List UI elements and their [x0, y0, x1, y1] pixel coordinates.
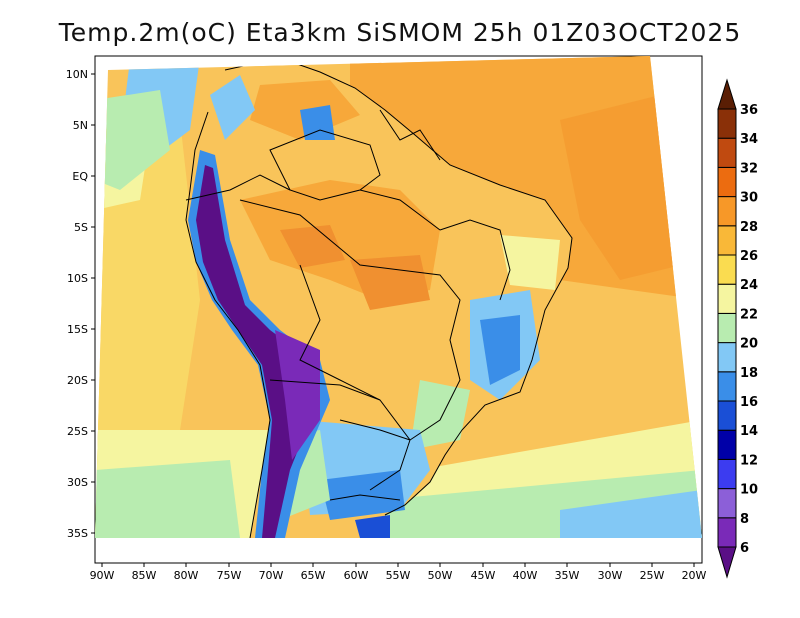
lat-tick-label: 5S: [74, 221, 88, 234]
colorbar-label: 18: [740, 366, 758, 381]
colorbar-segment: [717, 371, 737, 402]
lon-tick-label: 35W: [555, 569, 580, 582]
colorbar-segment: [717, 488, 737, 519]
latitude-axis: 10N 5N EQ 5S 10S 15S 20S 25S 30S 35S: [66, 68, 95, 540]
colorbar-segment: [717, 166, 737, 198]
lon-tick-label: 65W: [301, 569, 326, 582]
lat-tick-label: 10N: [66, 68, 88, 81]
colorbar: 6 8 10 12 14 16 18 20 22 24 26 28 30 32 34 36: [717, 78, 758, 579]
colorbar-label: 22: [740, 307, 758, 322]
colorbar-label: 6: [740, 541, 749, 556]
colorbar-top-arrow: [717, 78, 737, 110]
lon-tick-label: 90W: [90, 569, 115, 582]
colorbar-segment: [717, 312, 737, 344]
colorbar-label: 12: [740, 453, 758, 468]
colorbar-label: 20: [740, 337, 758, 352]
colorbar-segment: [717, 429, 737, 460]
lon-tick-label: 25W: [640, 569, 665, 582]
temperature-field: [95, 56, 702, 538]
colorbar-segment: [717, 400, 737, 431]
colorbar-label: 10: [740, 483, 758, 498]
lat-tick-label: 5N: [73, 119, 88, 132]
lon-tick-label: 70W: [259, 569, 284, 582]
colorbar-segment: [717, 225, 737, 256]
lat-tick-label: 15S: [67, 323, 88, 336]
colorbar-segment: [717, 517, 737, 548]
colorbar-bottom-arrow: [717, 546, 737, 579]
colorbar-segment: [717, 137, 737, 168]
lon-tick-label: 85W: [132, 569, 157, 582]
lat-tick-label: 10S: [67, 272, 88, 285]
colorbar-label: 36: [740, 103, 758, 118]
map-title: Temp.2m(oC) Eta3km SiSMOM 25h 01Z03OCT20…: [58, 18, 742, 47]
colorbar-label: 24: [740, 278, 758, 293]
colorbar-segment: [717, 342, 737, 373]
colorbar-label: 32: [740, 161, 758, 176]
lon-tick-label: 75W: [217, 569, 242, 582]
colorbar-segment: [717, 458, 737, 490]
lon-tick-label: 55W: [386, 569, 411, 582]
colorbar-segment: [717, 196, 737, 227]
lon-tick-label: 20W: [682, 569, 707, 582]
longitude-axis: 90W 85W 80W 75W 70W 65W 60W 55W 50W 45W …: [90, 563, 707, 582]
lon-tick-label: 45W: [471, 569, 496, 582]
lat-tick-label: 25S: [67, 425, 88, 438]
colorbar-label: 14: [740, 424, 758, 439]
lon-tick-label: 40W: [513, 569, 538, 582]
lon-tick-label: 50W: [428, 569, 453, 582]
lat-tick-label: 35S: [67, 527, 88, 540]
colorbar-label: 26: [740, 249, 758, 264]
colorbar-label: 8: [740, 512, 749, 527]
colorbar-label: 16: [740, 395, 758, 410]
colorbar-label: 34: [740, 132, 758, 147]
colorbar-segment: [717, 108, 737, 139]
colorbar-segment: [717, 254, 737, 285]
colorbar-label: 30: [740, 191, 758, 206]
lon-tick-label: 60W: [344, 569, 369, 582]
lon-tick-label: 30W: [598, 569, 623, 582]
lat-tick-label: EQ: [72, 170, 88, 183]
lat-tick-label: 30S: [67, 476, 88, 489]
lon-tick-label: 80W: [174, 569, 199, 582]
colorbar-segment: [717, 283, 737, 314]
lat-tick-label: 20S: [67, 374, 88, 387]
colorbar-label: 28: [740, 220, 758, 235]
